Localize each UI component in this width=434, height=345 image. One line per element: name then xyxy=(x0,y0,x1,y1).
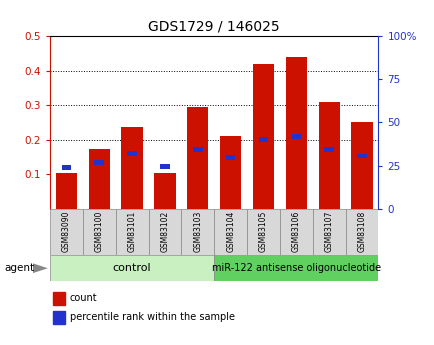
Bar xyxy=(285,57,306,209)
Text: GSM83108: GSM83108 xyxy=(357,210,366,252)
Bar xyxy=(279,209,312,255)
Bar xyxy=(187,107,208,209)
Bar xyxy=(53,311,65,324)
Text: miR-122 antisense oligonucleotide: miR-122 antisense oligonucleotide xyxy=(211,263,380,273)
Text: agent: agent xyxy=(4,263,34,273)
Bar xyxy=(214,209,247,255)
Bar xyxy=(50,255,214,281)
Text: GSM83101: GSM83101 xyxy=(127,210,136,252)
Text: percentile rank within the sample: percentile rank within the sample xyxy=(69,312,234,322)
Bar xyxy=(324,147,333,152)
Text: GSM83104: GSM83104 xyxy=(226,210,235,252)
Bar xyxy=(53,292,65,305)
Text: count: count xyxy=(69,293,97,303)
Bar xyxy=(115,209,148,255)
Text: GSM83106: GSM83106 xyxy=(291,210,300,252)
Text: GSM83105: GSM83105 xyxy=(258,210,267,252)
Bar xyxy=(89,149,110,209)
Bar xyxy=(225,155,235,160)
Bar xyxy=(82,209,115,255)
Bar xyxy=(214,255,378,281)
Bar xyxy=(351,122,372,209)
Bar xyxy=(121,127,142,209)
Bar xyxy=(160,164,169,169)
Bar xyxy=(56,172,77,209)
Bar xyxy=(356,154,366,158)
Bar xyxy=(62,165,71,170)
Bar xyxy=(148,209,181,255)
Bar xyxy=(220,136,241,209)
Bar xyxy=(252,64,273,209)
Polygon shape xyxy=(33,263,48,273)
Bar xyxy=(94,160,104,165)
Bar xyxy=(291,134,300,139)
Bar xyxy=(258,137,268,142)
Bar xyxy=(127,151,137,156)
Bar xyxy=(193,147,202,152)
Text: GSM83102: GSM83102 xyxy=(160,210,169,252)
Bar xyxy=(154,172,175,209)
Bar xyxy=(345,209,378,255)
Bar xyxy=(318,102,339,209)
Text: GSM83103: GSM83103 xyxy=(193,210,202,252)
Title: GDS1729 / 146025: GDS1729 / 146025 xyxy=(148,20,279,34)
Text: GSM83090: GSM83090 xyxy=(62,210,71,252)
Bar xyxy=(247,209,279,255)
Text: GSM83100: GSM83100 xyxy=(95,210,104,252)
Bar xyxy=(50,209,82,255)
Text: GSM83107: GSM83107 xyxy=(324,210,333,252)
Text: control: control xyxy=(112,263,151,273)
Bar xyxy=(312,209,345,255)
Bar xyxy=(181,209,214,255)
